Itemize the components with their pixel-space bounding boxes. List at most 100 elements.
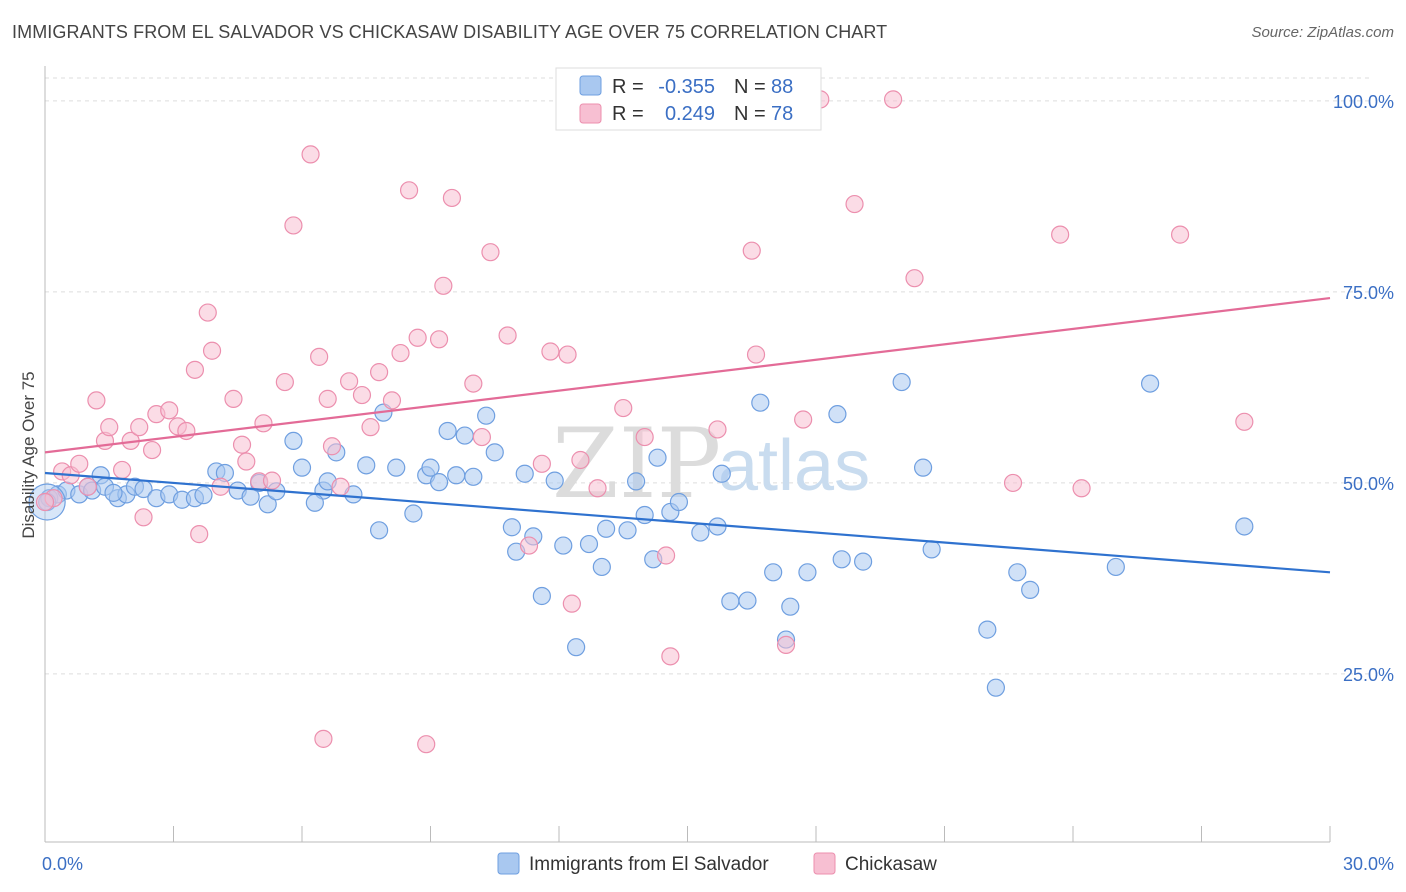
data-point-chickasaw (310, 347, 329, 366)
data-point-chickasaw (1170, 225, 1190, 244)
data-point-chickasaw (340, 372, 359, 391)
data-point-chickasaw (87, 391, 106, 410)
data-point-el-salvador (532, 586, 551, 606)
data-point-el-salvador (421, 458, 440, 477)
legend-n-label-2: N = (734, 103, 766, 125)
data-point-chickasaw (224, 389, 243, 408)
data-point-el-salvador (798, 563, 817, 582)
data-point-chickasaw (185, 360, 205, 379)
y-tick-label: 75.0% (1343, 283, 1394, 303)
data-point-el-salvador (429, 473, 449, 492)
data-point-chickasaw (130, 418, 149, 437)
data-point-chickasaw (472, 427, 491, 447)
data-point-el-salvador (764, 563, 783, 582)
stats-legend: R = -0.355 N = 88 R = 0.249 N = 78 (555, 67, 822, 131)
data-point-chickasaw (382, 391, 402, 410)
data-point-el-salvador (854, 552, 873, 571)
data-point-chickasaw (708, 420, 727, 439)
data-point-el-salvador (357, 456, 376, 475)
watermark: ZIP atlas (552, 408, 870, 520)
data-point-el-salvador (648, 448, 667, 467)
data-point-el-salvador (554, 536, 573, 555)
data-point-el-salvador (387, 458, 406, 477)
data-point-chickasaw (198, 303, 217, 322)
x-tick-label-min: 0.0% (42, 854, 83, 874)
bottom-legend-swatch-blue (497, 852, 520, 875)
gridlines (45, 77, 1370, 675)
data-point-el-salvador (485, 443, 504, 462)
data-point-chickasaw (352, 385, 372, 405)
data-point-chickasaw (532, 454, 551, 473)
tick-labels: 25.0% 50.0% 75.0% 100.0% 0.0% 30.0% (42, 92, 1394, 874)
data-point-chickasaw (318, 389, 337, 408)
data-point-chickasaw (275, 372, 294, 392)
data-point-el-salvador (545, 471, 564, 490)
data-point-chickasaw (237, 452, 256, 471)
data-point-chickasaw (262, 471, 282, 490)
data-point-chickasaw (160, 401, 179, 420)
data-point-chickasaw (442, 188, 462, 208)
data-point-chickasaw (361, 418, 380, 437)
legend-swatch-blue (579, 75, 602, 96)
data-point-chickasaw (301, 145, 320, 164)
data-point-chickasaw (70, 454, 89, 473)
legend-n-value-1: 88 (771, 76, 793, 98)
bottom-legend-label-chickasaw: Chickasaw (845, 854, 937, 875)
legend-r-value-1: -0.355 (658, 76, 715, 98)
data-point-el-salvador (284, 431, 303, 450)
data-point-chickasaw (78, 477, 97, 496)
data-point-chickasaw (845, 194, 864, 214)
data-point-el-salvador (258, 495, 277, 514)
data-point-chickasaw (661, 647, 680, 666)
data-point-el-salvador (1235, 517, 1254, 536)
data-point-el-salvador (597, 519, 616, 538)
data-point-chickasaw (434, 276, 453, 295)
data-point-el-salvador (832, 550, 851, 569)
data-point-chickasaw (1051, 225, 1070, 244)
data-point-chickasaw (558, 345, 577, 364)
data-point-chickasaw (1072, 479, 1091, 498)
watermark-atlas: atlas (718, 426, 870, 506)
data-point-el-salvador (477, 406, 496, 425)
data-point-el-salvador (738, 591, 757, 610)
data-point-el-salvador (626, 472, 646, 491)
data-point-chickasaw (284, 216, 303, 235)
data-point-chickasaw (519, 536, 539, 555)
data-point-chickasaw (571, 450, 590, 470)
data-point-chickasaw (429, 330, 449, 349)
data-point-el-salvador (986, 678, 1006, 697)
data-point-chickasaw (112, 460, 132, 480)
data-point-el-salvador (1008, 563, 1027, 582)
data-point-chickasaw (1235, 412, 1254, 431)
data-point-chickasaw (314, 729, 333, 748)
data-point-el-salvador (669, 492, 689, 512)
data-point-chickasaw (35, 492, 55, 512)
data-point-el-salvador (579, 534, 599, 554)
y-tick-label: 100.0% (1333, 92, 1394, 112)
data-point-el-salvador (515, 464, 534, 483)
data-point-el-salvador (1106, 557, 1125, 577)
axes (44, 66, 1331, 843)
data-point-el-salvador (978, 620, 997, 639)
chart-title: IMMIGRANTS FROM EL SALVADOR VS CHICKASAW… (12, 22, 888, 42)
data-point-el-salvador (922, 540, 941, 559)
data-point-chickasaw (464, 374, 483, 393)
trendline-el-salvador (44, 471, 1331, 574)
data-point-el-salvador (305, 493, 324, 512)
data-point-chickasaw (399, 181, 419, 200)
data-point-chickasaw (498, 326, 517, 345)
data-point-chickasaw (794, 410, 813, 429)
data-point-chickasaw (905, 269, 924, 288)
data-point-chickasaw (190, 525, 209, 544)
legend-swatch-pink (579, 103, 602, 124)
data-point-el-salvador (1140, 374, 1160, 393)
data-point-el-salvador (1021, 580, 1040, 599)
data-point-chickasaw (370, 363, 389, 382)
data-point-el-salvador (592, 557, 611, 577)
data-point-el-salvador (447, 466, 466, 485)
y-axis-label: Disability Age Over 75 (19, 371, 38, 538)
data-point-chickasaw (776, 635, 796, 654)
data-point-chickasaw (656, 546, 676, 565)
data-point-chickasaw (588, 479, 607, 498)
